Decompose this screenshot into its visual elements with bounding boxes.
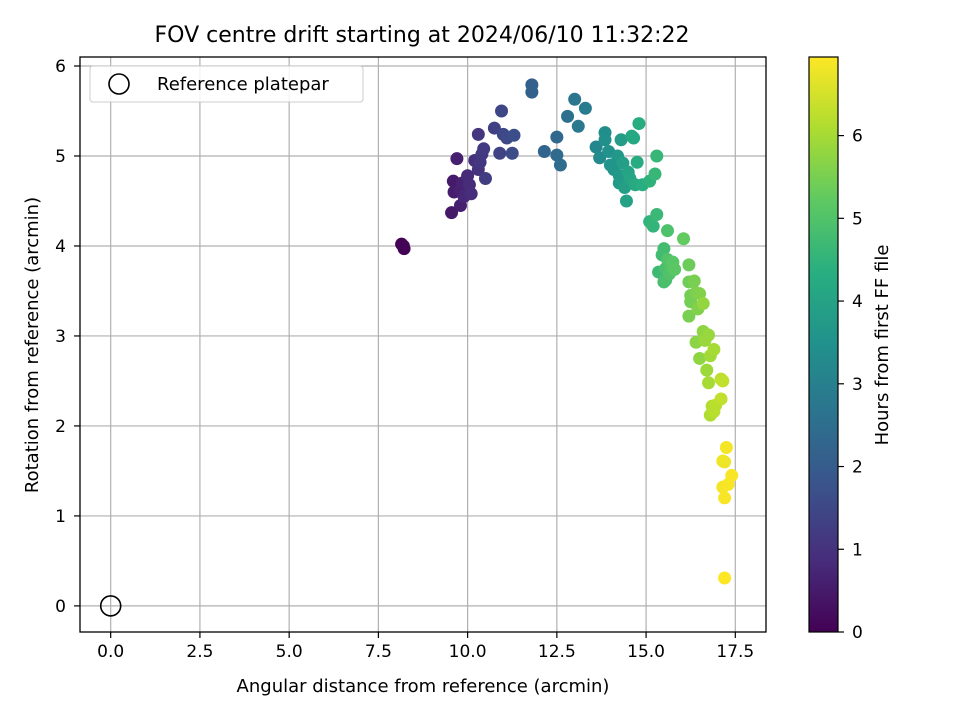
data-point — [561, 109, 575, 123]
data-point — [700, 363, 714, 377]
data-point — [696, 297, 710, 311]
data-point — [505, 146, 519, 160]
data-point — [598, 133, 612, 147]
legend-label: Reference platepar — [157, 74, 329, 95]
colorbar-tick-label: 0 — [852, 623, 863, 643]
data-point — [571, 119, 585, 133]
data-point — [718, 455, 732, 469]
data-point — [471, 127, 485, 141]
colorbar: 0 1 2 3 4 5 6 Hours from first FF file — [808, 56, 893, 643]
y-axis: 0 1 2 3 4 5 6 — [55, 57, 80, 617]
data-points — [395, 78, 739, 585]
data-point — [525, 85, 539, 99]
data-point — [660, 224, 674, 238]
colorbar-tick-label: 2 — [852, 458, 863, 478]
data-point — [677, 232, 691, 246]
x-tick-label: 12.5 — [538, 642, 576, 662]
y-tick-label: 4 — [55, 237, 66, 257]
colorbar-tick-label: 6 — [852, 127, 863, 147]
data-point — [537, 144, 551, 158]
legend: Reference platepar — [89, 65, 364, 103]
data-point — [682, 258, 696, 272]
data-point — [648, 167, 662, 181]
data-point — [668, 262, 682, 276]
colorbar-tick-label: 5 — [852, 209, 863, 229]
data-point — [693, 351, 707, 365]
x-tick-label: 5.0 — [276, 642, 303, 662]
data-point — [707, 342, 721, 356]
colorbar-tick-label: 4 — [852, 292, 863, 312]
data-point — [568, 92, 582, 106]
data-point — [693, 287, 707, 301]
data-point — [714, 392, 728, 406]
data-point — [630, 155, 644, 169]
x-tick-label: 17.5 — [716, 642, 754, 662]
data-point — [702, 328, 716, 342]
legend-box — [89, 65, 364, 103]
data-point — [493, 146, 507, 160]
plot-frame — [79, 56, 767, 633]
x-tick-label: 2.5 — [186, 642, 213, 662]
data-point — [687, 274, 701, 288]
y-tick-label: 2 — [55, 417, 66, 437]
data-point — [464, 187, 478, 201]
data-point — [550, 130, 564, 144]
data-point — [578, 101, 592, 115]
data-point — [716, 374, 730, 388]
data-point — [478, 171, 492, 185]
data-point — [718, 571, 732, 585]
colorbar-tick-label: 3 — [852, 375, 863, 395]
data-point — [397, 242, 411, 256]
x-tick-label: 15.0 — [627, 642, 665, 662]
data-point — [702, 376, 716, 390]
y-tick-label: 3 — [55, 327, 66, 347]
x-tick-label: 7.5 — [365, 642, 392, 662]
colorbar-gradient — [808, 56, 839, 633]
data-point — [632, 117, 646, 131]
data-point — [718, 491, 732, 505]
data-point — [619, 194, 633, 208]
gridlines — [80, 57, 766, 632]
data-point — [507, 128, 521, 142]
colorbar-ticks: 0 1 2 3 4 5 6 — [838, 127, 863, 643]
y-tick-label: 0 — [55, 597, 66, 617]
data-point — [445, 206, 459, 220]
reference-platepar-marker — [99, 595, 122, 617]
data-point — [450, 152, 464, 166]
legend-marker-icon — [108, 73, 130, 95]
data-point — [627, 131, 641, 145]
data-point — [614, 133, 628, 147]
data-point — [650, 207, 664, 221]
data-point — [589, 140, 603, 154]
y-tick-label: 6 — [55, 57, 66, 77]
x-tick-label: 10.0 — [449, 642, 487, 662]
data-point — [657, 242, 671, 256]
data-point — [646, 219, 660, 233]
x-axis-label: Angular distance from reference (arcmin) — [237, 676, 610, 697]
x-tick-label: 0.0 — [97, 642, 124, 662]
data-point — [650, 149, 664, 163]
data-point — [719, 441, 733, 455]
data-point — [477, 142, 491, 156]
y-tick-label: 5 — [55, 147, 66, 167]
x-axis: 0.0 2.5 5.0 7.5 10.0 12.5 15.0 17.5 — [97, 632, 754, 662]
data-point — [682, 309, 696, 323]
y-axis-label: Rotation from reference (arcmin) — [22, 197, 43, 493]
data-point — [550, 148, 564, 162]
data-point — [553, 158, 567, 172]
data-point — [725, 468, 739, 482]
colorbar-label: Hours from first FF file — [872, 245, 893, 446]
colorbar-tick-label: 1 — [852, 540, 863, 560]
y-tick-label: 1 — [55, 507, 66, 527]
data-point — [495, 104, 509, 118]
chart-title: FOV centre drift starting at 2024/06/10 … — [155, 23, 690, 48]
